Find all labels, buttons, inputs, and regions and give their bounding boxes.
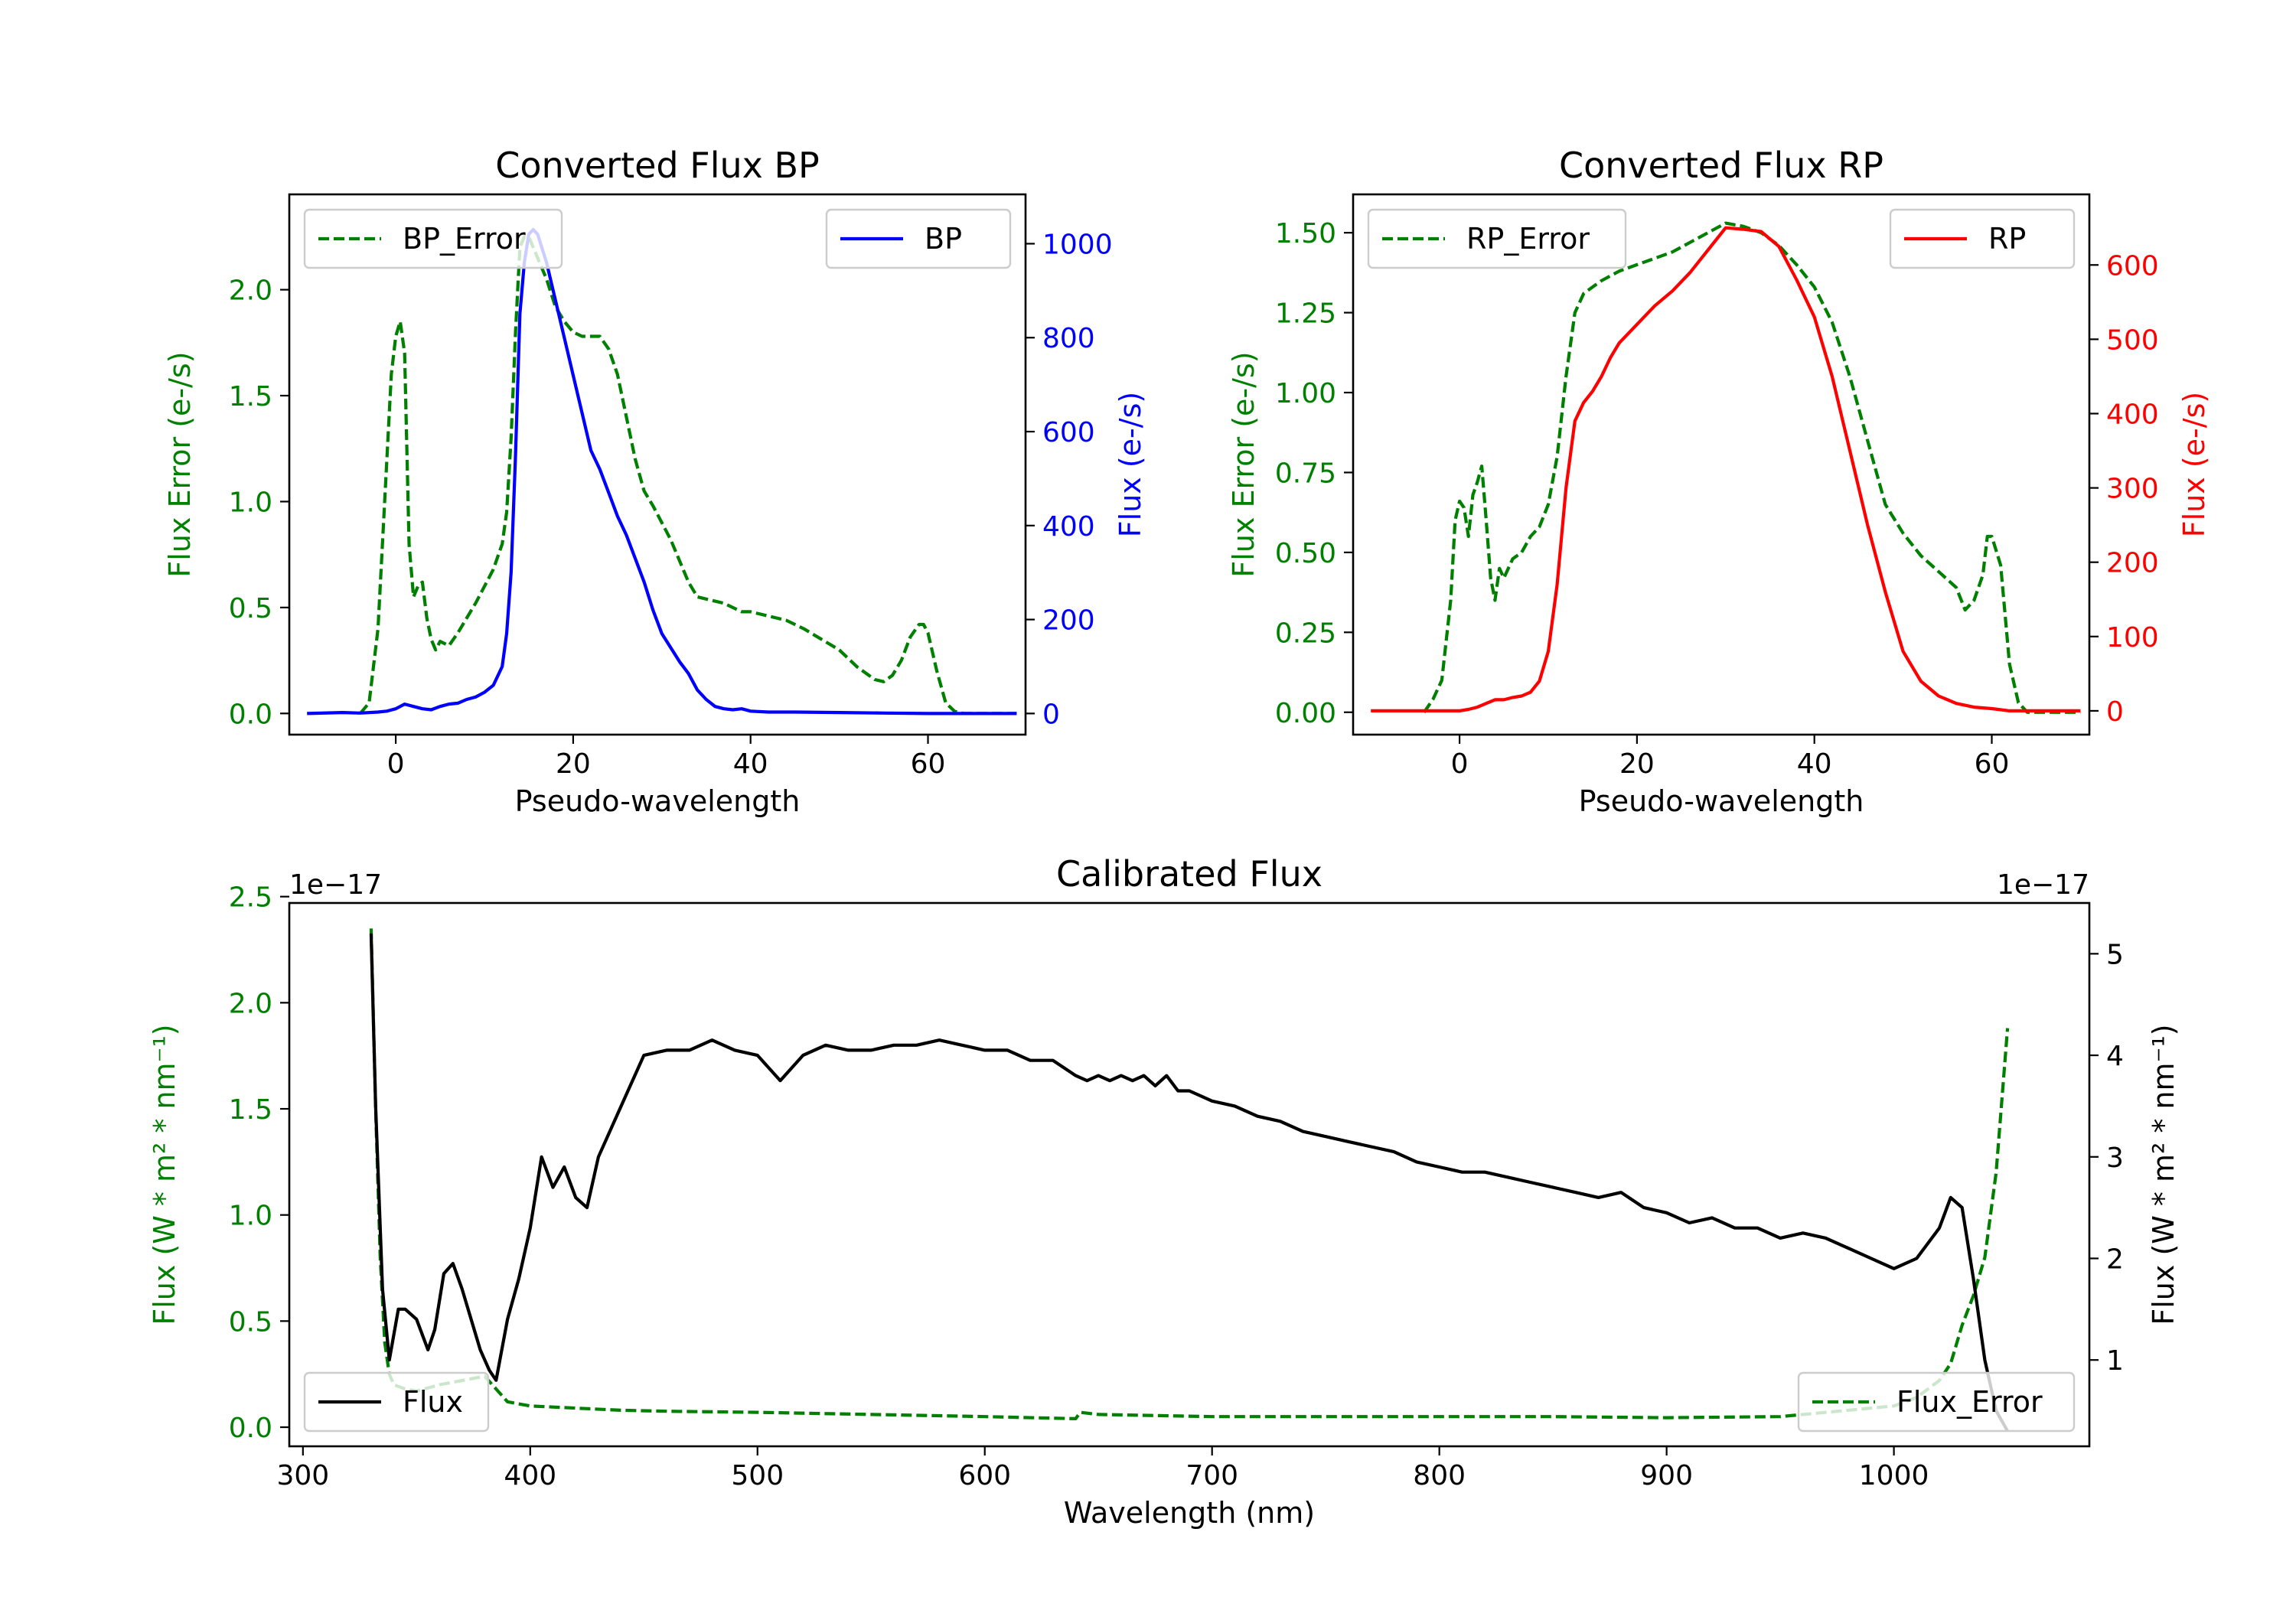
chart-bp-xtick-label: 20 xyxy=(556,748,591,780)
chart-cal-ytick-right-label: 1 xyxy=(2106,1345,2124,1377)
chart-bp-ytick-right-label: 200 xyxy=(1042,605,1095,637)
chart-cal-xtick-label: 400 xyxy=(504,1460,556,1491)
chart-rp-series-rp-error xyxy=(1422,221,2081,714)
chart-rp-legend-rp-error xyxy=(1367,208,1627,269)
chart-bp-ylabel-left: Flux Error (e-/s) xyxy=(163,351,197,577)
chart-bp-legend-bp-error xyxy=(303,208,563,269)
chart-cal-legend-flux xyxy=(303,1371,490,1433)
chart-cal-xtick-label: 900 xyxy=(1640,1460,1693,1491)
chart-rp-legend-label: RP xyxy=(1988,222,2026,256)
chart-cal-ytick-left-label: 0.5 xyxy=(229,1306,272,1338)
chart-rp-ytick-left-label: 1.00 xyxy=(1275,378,1336,409)
chart-cal-xtick-label: 500 xyxy=(731,1460,784,1491)
chart-cal-series-flux xyxy=(369,933,2009,1433)
chart-cal-xlabel: Wavelength (nm) xyxy=(1064,1496,1315,1530)
chart-cal-ylabel-right: Flux (W * m² * nm⁻¹) xyxy=(2147,1024,2180,1325)
chart-rp-ytick-right-label: 0 xyxy=(2106,696,2124,728)
chart-rp-ylabel-left: Flux Error (e-/s) xyxy=(1227,351,1261,577)
chart-cal-ytick-left-label: 0.0 xyxy=(229,1413,272,1444)
chart-bp-series-bp xyxy=(307,227,1017,715)
panel-converted-flux-bp: Converted Flux BP 0 20 40 60 Pseudo-wavelengt… xyxy=(163,145,1147,818)
chart-bp-ytick-left-label: 1.5 xyxy=(229,381,272,412)
chart-rp-ytick-right-label: 200 xyxy=(2106,548,2159,579)
chart-cal-xtick-label: 600 xyxy=(958,1460,1011,1491)
panel-calibrated-flux: Calibrated Flux 300 400 500 600 700 800 900 1000… xyxy=(148,853,2180,1530)
chart-cal-ytick-right-label: 2 xyxy=(2106,1244,2124,1275)
chart-bp-xtick-label: 60 xyxy=(911,748,946,780)
chart-bp-ytick-right-label: 1000 xyxy=(1042,229,1113,260)
chart-cal-ylabel-left: Flux (W * m² * nm⁻¹) xyxy=(148,1024,181,1325)
chart-bp-title: Converted Flux BP xyxy=(495,145,820,186)
chart-rp-ytick-left-label: 1.50 xyxy=(1275,218,1336,249)
chart-bp-ytick-left-label: 0.5 xyxy=(229,593,272,624)
chart-rp-xlabel: Pseudo-wavelength xyxy=(1579,784,1864,818)
chart-cal-xtick-label: 800 xyxy=(1413,1460,1466,1491)
chart-bp-ytick-left-label: 0.0 xyxy=(229,699,272,730)
chart-rp-ytick-left-label: 0.25 xyxy=(1275,618,1336,649)
chart-bp-xtick-label: 0 xyxy=(387,748,405,780)
chart-cal-plot-frame xyxy=(288,901,2091,1448)
chart-rp-legend-rp xyxy=(1889,208,2076,269)
chart-cal-title: Calibrated Flux xyxy=(1056,853,1322,895)
chart-cal-series-flux-error xyxy=(369,928,2010,1420)
chart-bp-ytick-left-label: 1.0 xyxy=(229,487,272,518)
chart-rp-ytick-left-label: 0.50 xyxy=(1275,538,1336,569)
chart-rp-ytick-right-label: 600 xyxy=(2106,250,2159,282)
chart-bp-legend-label: BP_Error xyxy=(403,222,526,256)
chart-cal-offset-left: 1e−17 xyxy=(289,869,382,901)
chart-cal-ytick-right-label: 4 xyxy=(2106,1041,2124,1072)
chart-cal-xtick-label: 300 xyxy=(276,1460,329,1491)
chart-rp-ytick-right-label: 400 xyxy=(2106,399,2159,430)
chart-cal-ytick-left-label: 2.5 xyxy=(229,882,272,914)
chart-bp-ytick-left-label: 2.0 xyxy=(229,275,272,307)
chart-rp-plot-frame xyxy=(1352,193,2091,736)
chart-bp-xlabel: Pseudo-wavelength xyxy=(515,784,801,818)
chart-cal-ytick-left-label: 1.5 xyxy=(229,1094,272,1126)
chart-cal-legend-flux-error xyxy=(1797,1371,2076,1433)
chart-rp-series-rp xyxy=(1371,226,2081,712)
chart-cal-xtick-label: 700 xyxy=(1186,1460,1238,1491)
chart-bp-ytick-right-label: 800 xyxy=(1042,323,1095,354)
chart-bp-ytick-right-label: 600 xyxy=(1042,417,1095,448)
chart-bp-ylabel-right: Flux (e-/s) xyxy=(1114,392,1147,537)
chart-bp-ytick-right-label: 0 xyxy=(1042,699,1060,730)
panel-converted-flux-rp: Converted Flux RP 0 20 40 60 Pseudo-wavelengt… xyxy=(1227,145,2211,818)
chart-rp-ytick-left-label: 0.00 xyxy=(1275,698,1336,729)
chart-cal-ytick-right-label: 3 xyxy=(2106,1143,2124,1174)
chart-rp-title: Converted Flux RP xyxy=(1559,145,1883,186)
chart-rp-ylabel-right: Flux (e-/s) xyxy=(2177,392,2211,537)
chart-rp-ytick-right-label: 100 xyxy=(2106,622,2159,654)
chart-cal-legend-label: Flux xyxy=(403,1385,463,1419)
chart-cal-offset-right: 1e−17 xyxy=(1997,869,2089,901)
chart-cal-xtick-label: 1000 xyxy=(1859,1460,1929,1491)
chart-bp-xtick-label: 40 xyxy=(733,748,768,780)
chart-rp-xtick-label: 0 xyxy=(1451,748,1469,780)
chart-cal-legend-label: Flux_Error xyxy=(1896,1385,2043,1419)
chart-bp-ytick-right-label: 400 xyxy=(1042,511,1095,543)
chart-rp-legend-label: RP_Error xyxy=(1466,222,1590,256)
chart-bp-legend-bp xyxy=(825,208,1012,269)
chart-cal-ytick-left-label: 1.0 xyxy=(229,1201,272,1232)
chart-rp-ytick-left-label: 0.75 xyxy=(1275,458,1336,489)
chart-bp-series-bp-error xyxy=(359,235,1017,715)
chart-rp-xtick-label: 40 xyxy=(1797,748,1832,780)
chart-rp-xtick-label: 20 xyxy=(1619,748,1655,780)
chart-rp-ytick-right-label: 500 xyxy=(2106,324,2159,356)
chart-cal-ytick-left-label: 2.0 xyxy=(229,988,272,1019)
chart-bp-plot-frame xyxy=(288,193,1027,736)
chart-cal-ytick-right-label: 5 xyxy=(2106,939,2124,970)
chart-rp-ytick-left-label: 1.25 xyxy=(1275,298,1336,330)
chart-rp-ytick-right-label: 300 xyxy=(2106,474,2159,505)
chart-bp-legend-label: BP xyxy=(925,222,962,256)
chart-rp-xtick-label: 60 xyxy=(1975,748,2010,780)
